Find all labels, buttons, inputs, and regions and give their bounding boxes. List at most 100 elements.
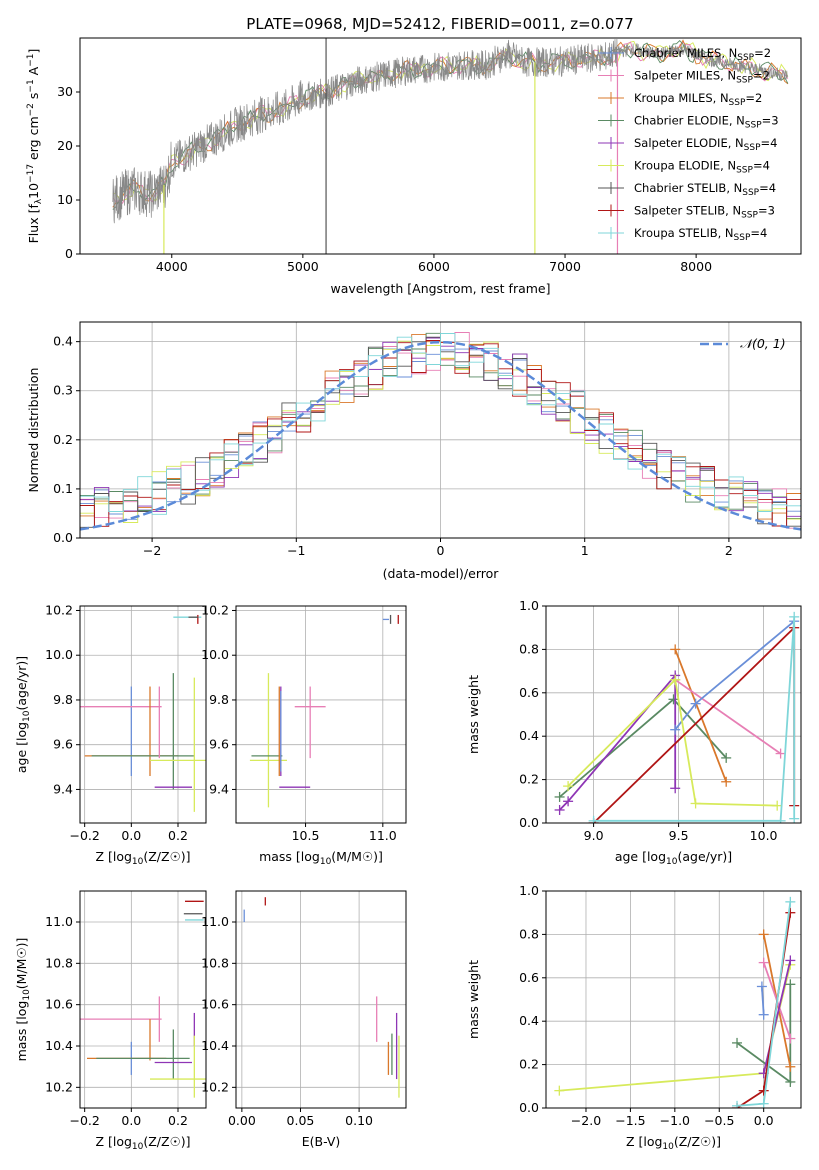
x-tick-label: −0.2 xyxy=(69,828,99,843)
x-tick-label: −1 xyxy=(287,543,305,558)
y-tick-label: 10.6 xyxy=(201,997,229,1012)
y-tick-label: 10.4 xyxy=(45,1038,73,1053)
spectrum-plot xyxy=(112,38,789,254)
weight-series xyxy=(674,649,728,783)
label-part: =2 xyxy=(754,46,771,60)
panel-axes xyxy=(545,605,802,824)
x-axis-label: Z [log10(Z/Z☉)] xyxy=(95,1134,190,1152)
label-part: Chabrier MILES, N xyxy=(634,46,737,60)
label-part: =2 xyxy=(745,91,762,105)
label-part: age [log xyxy=(14,722,29,773)
weight-series xyxy=(567,677,778,807)
y-tick-label: 0.2 xyxy=(519,1057,539,1072)
label-part: Kroupa STELIB, N xyxy=(634,226,734,240)
label-part: SSP xyxy=(744,143,761,153)
label-part: SSP xyxy=(745,121,762,131)
model-line xyxy=(112,39,789,210)
x-tick-label: 9.5 xyxy=(669,828,689,843)
label-part: 10 xyxy=(662,1142,674,1152)
mass-vs-reddening-panel: 0.00 0.05 0.10 10.2 10.4 10.6 10.8 11.0 E(B-V) xyxy=(201,890,407,1149)
y-tick-label: 11.0 xyxy=(45,914,73,929)
y-tick-label: 0.2 xyxy=(53,432,73,447)
legend-entry: Salpeter MILES, NSSP=2 xyxy=(634,69,770,86)
y-tick-label: 0.6 xyxy=(519,685,539,700)
x-tick-label: 11.0 xyxy=(369,828,397,843)
x-tick-label: 10.0 xyxy=(750,828,778,843)
observed-spectrum xyxy=(112,38,788,224)
residual-histogram-panel: −2 −1 0 1 2 0.0 0.1 0.2 0.3 0.4 (data-model)/error… xyxy=(26,321,802,581)
label-part: ] xyxy=(26,49,41,54)
x-axis-label: mass [log10(M/M☉)] xyxy=(259,849,383,867)
y-tick-label: 10.8 xyxy=(201,955,229,970)
y-tick-label: 9.4 xyxy=(53,781,73,796)
spectrum-panel: 4000 5000 6000 7000 8000 0 10 20 30 wavelength [A… xyxy=(26,37,802,296)
label-part: SSP xyxy=(742,188,759,198)
weight-series xyxy=(674,620,795,731)
label-part: Kroupa ELODIE, N xyxy=(634,159,736,173)
weight-series xyxy=(674,679,782,755)
x-tick-label: 8000 xyxy=(680,259,712,274)
label-part: Z [log xyxy=(95,849,131,864)
label-part: (Z/Z☉)] xyxy=(143,849,190,864)
y-tick-label: 30 xyxy=(57,84,73,99)
label-part: (Z/Z☉)] xyxy=(143,1134,190,1149)
label-part: SSP xyxy=(729,98,746,108)
label-part: Kroupa MILES, N xyxy=(634,91,729,105)
label-part: −1 xyxy=(26,79,36,92)
label-part: Z [log xyxy=(626,1134,662,1149)
y-tick-label: 0.0 xyxy=(519,1100,539,1115)
figure-title: PLATE=0968, MJD=52412, FIBERID=0011, z=0… xyxy=(246,15,633,33)
panel-axes xyxy=(545,890,802,1109)
x-tick-label: −2 xyxy=(143,543,161,558)
label-part: 10 xyxy=(320,857,332,867)
label-part: λ xyxy=(34,198,44,204)
y-tick-label: 0.4 xyxy=(519,1013,539,1028)
y-tick-label: 0.4 xyxy=(53,334,73,349)
weight-vs-age-panel: 9.0 9.5 10.0 0.0 0.2 0.4 0.6 0.8 1.0 age [log10(a… xyxy=(466,598,802,867)
label-part: Flux [f xyxy=(26,204,41,244)
x-tick-label: 0.00 xyxy=(228,1113,256,1128)
label-part: (Z/Z☉)] xyxy=(674,1134,721,1149)
label-part: (age/yr)] xyxy=(14,656,29,711)
y-tick-label: 0.1 xyxy=(53,481,73,496)
legend-entry: Chabrier ELODIE, NSSP=3 xyxy=(634,114,779,131)
plot-area xyxy=(249,614,399,808)
y-axis-label: mass weight xyxy=(466,675,481,754)
plot-area xyxy=(554,896,796,1108)
panel-axes xyxy=(79,890,207,1109)
label-part: −2 xyxy=(26,103,36,116)
x-tick-label: 0.0 xyxy=(121,828,141,843)
label-part: A xyxy=(26,66,41,79)
label-part: (age/yr)] xyxy=(677,849,732,864)
label-part: =4 xyxy=(750,226,767,240)
y-tick-label: 9.6 xyxy=(53,737,73,752)
weight-series xyxy=(593,616,796,822)
x-axis-label: (data-model)/error xyxy=(383,566,500,581)
y-tick-label: 11.0 xyxy=(201,914,229,929)
label-part: 10 xyxy=(132,1142,144,1152)
histogram-plot xyxy=(80,332,801,531)
y-tick-label: 9.4 xyxy=(209,781,229,796)
label-part: 10 xyxy=(22,989,32,1001)
legend-entry: Chabrier MILES, NSSP=2 xyxy=(634,46,771,63)
legend-entry: 𝒩(0, 1) xyxy=(740,336,786,351)
y-axis-label: mass weight xyxy=(466,960,481,1039)
plot-area xyxy=(80,900,206,1098)
label-part: −17 xyxy=(26,164,36,183)
histogram-series xyxy=(80,333,801,515)
x-tick-label: 7000 xyxy=(549,259,581,274)
x-tick-label: 6000 xyxy=(418,259,450,274)
label-part: (M/M☉)] xyxy=(14,938,29,990)
y-tick-label: 0.0 xyxy=(53,530,73,545)
x-axis-label: Z [log10(Z/Z☉)] xyxy=(626,1134,721,1152)
y-tick-label: 10.0 xyxy=(45,647,73,662)
plot-area xyxy=(243,897,400,1098)
x-tick-label: 0.0 xyxy=(121,1113,141,1128)
x-tick-label: 0.05 xyxy=(287,1113,315,1128)
y-tick-label: 1.0 xyxy=(519,883,539,898)
legend-entry: Kroupa ELODIE, NSSP=4 xyxy=(634,159,770,176)
label-part: SSP xyxy=(736,166,753,176)
label-part: mass [log xyxy=(259,849,320,864)
x-tick-label: −1.5 xyxy=(615,1113,645,1128)
label-part: SSP xyxy=(734,233,751,243)
